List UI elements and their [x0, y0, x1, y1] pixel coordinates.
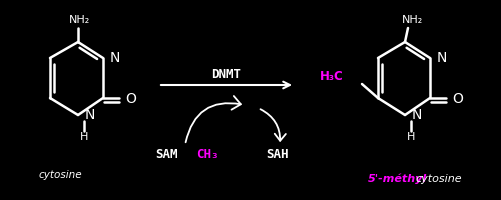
FancyArrowPatch shape — [185, 96, 241, 142]
Text: N: N — [412, 108, 422, 122]
Text: N: N — [437, 51, 447, 65]
Text: 5'-méthyl: 5'-méthyl — [368, 173, 427, 184]
FancyArrowPatch shape — [261, 109, 286, 141]
Text: N: N — [85, 108, 95, 122]
Text: cytosine: cytosine — [415, 174, 461, 184]
Text: NH₂: NH₂ — [402, 15, 424, 25]
Text: DNMT: DNMT — [211, 68, 241, 80]
Text: O: O — [125, 92, 136, 106]
Text: cytosine: cytosine — [38, 170, 82, 180]
Text: H: H — [80, 132, 88, 142]
Text: SAM: SAM — [155, 148, 178, 162]
Text: H₃C: H₃C — [320, 70, 344, 82]
Text: N: N — [110, 51, 120, 65]
Text: NH₂: NH₂ — [69, 15, 91, 25]
Text: CH₃: CH₃ — [196, 148, 218, 162]
Text: SAH: SAH — [267, 148, 289, 162]
Text: H: H — [407, 132, 415, 142]
Text: O: O — [452, 92, 463, 106]
